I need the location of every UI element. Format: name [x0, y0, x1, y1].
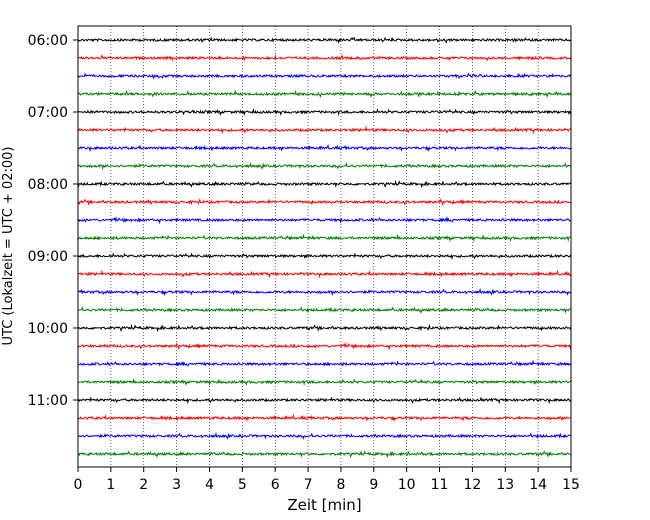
trace-row [77, 108, 572, 117]
seismic-traces [77, 36, 572, 459]
trace-row [77, 449, 572, 459]
x-tick-label: 11 [431, 477, 449, 493]
x-axis-label: Zeit [min] [287, 496, 361, 514]
trace-row [77, 179, 572, 189]
trace-row [77, 413, 572, 423]
x-tick-label: 14 [529, 477, 547, 493]
y-axis-ticks: 06:00 07:00 08:00 09:00 10:00 11:00 [28, 33, 78, 409]
x-tick-label: 0 [74, 477, 83, 493]
y-tick-label: 11:00 [28, 393, 68, 409]
y-tick-label: 08:00 [28, 177, 68, 193]
x-tick-label: 10 [398, 477, 416, 493]
trace-row [77, 197, 572, 207]
trace-row [77, 36, 572, 44]
x-axis-ticks: 0 1 2 3 4 5 6 7 8 9 10 11 12 13 14 15 [74, 467, 580, 493]
trace-row [77, 125, 572, 135]
trace-row [77, 377, 572, 387]
trace-row [77, 161, 572, 171]
trace-row [77, 233, 572, 243]
x-tick-label: 4 [205, 477, 214, 493]
x-tick-label: 13 [496, 477, 514, 493]
x-tick-label: 7 [304, 477, 313, 493]
y-axis-label: UTC (Lokalzeit = UTC + 02:00) [1, 147, 16, 346]
trace-row [77, 342, 572, 351]
y-tick-label: 09:00 [28, 249, 68, 265]
x-tick-label: 3 [172, 477, 181, 493]
trace-row [77, 72, 572, 80]
y-tick-label: 06:00 [28, 33, 68, 49]
trace-row [77, 431, 572, 440]
x-tick-label: 2 [139, 477, 148, 493]
trace-row [77, 89, 572, 99]
trace-row [77, 306, 572, 314]
trace-row [77, 269, 572, 279]
x-tick-label: 1 [106, 477, 115, 493]
trace-row [77, 287, 572, 297]
x-tick-label: 9 [369, 477, 378, 493]
trace-row [77, 54, 572, 62]
x-tick-label: 6 [271, 477, 280, 493]
x-tick-label: 15 [562, 477, 580, 493]
trace-row [77, 215, 571, 225]
y-tick-label: 10:00 [28, 321, 68, 337]
x-tick-label: 8 [336, 477, 345, 493]
trace-row [77, 252, 572, 261]
trace-row [77, 143, 572, 153]
x-tick-label: 5 [238, 477, 247, 493]
x-tick-label: 12 [463, 477, 481, 493]
trace-row [77, 396, 572, 405]
y-tick-label: 07:00 [28, 105, 68, 121]
trace-row [77, 323, 572, 333]
trace-row [77, 359, 572, 367]
plot-frame [77, 25, 572, 468]
